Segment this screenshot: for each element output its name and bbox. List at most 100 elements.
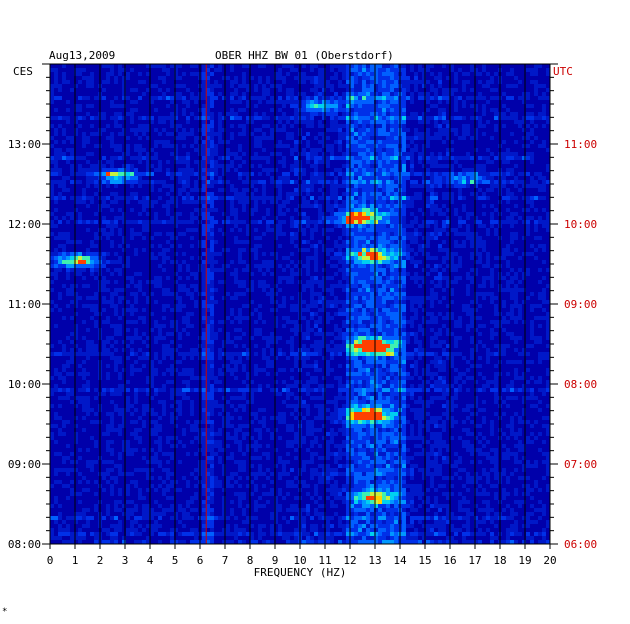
spectrogram-cell [446, 120, 450, 124]
spectrogram-cell [422, 172, 426, 176]
spectrogram-cell [390, 96, 394, 100]
spectrogram-cell [74, 264, 78, 268]
spectrogram-cell [382, 160, 386, 164]
spectrogram-cell [222, 140, 226, 144]
spectrogram-cell [274, 100, 278, 104]
spectrogram-cell [362, 200, 366, 204]
spectrogram-cell [242, 260, 246, 264]
spectrogram-cell [446, 248, 450, 252]
spectrogram-cell [402, 96, 406, 100]
spectrogram-cell [126, 244, 130, 248]
spectrogram-cell [178, 232, 182, 236]
spectrogram-cell [366, 232, 370, 236]
spectrogram-cell [130, 308, 134, 312]
spectrogram-cell [74, 312, 78, 316]
spectrogram-cell [522, 320, 526, 324]
spectrogram-cell [218, 252, 222, 256]
spectrogram-cell [370, 232, 374, 236]
spectrogram-cell [178, 288, 182, 292]
spectrogram-cell [350, 256, 354, 260]
spectrogram-cell [510, 236, 514, 240]
spectrogram-cell [338, 328, 342, 332]
spectrogram-cell [142, 200, 146, 204]
spectrogram-cell [334, 296, 338, 300]
spectrogram-cell [334, 124, 338, 128]
spectrogram-cell [410, 164, 414, 168]
spectrogram-cell [334, 112, 338, 116]
spectrogram-cell [354, 156, 358, 160]
spectrogram-cell [238, 108, 242, 112]
spectrogram-cell [494, 264, 498, 268]
spectrogram-cell [542, 184, 546, 188]
spectrogram-cell [94, 96, 98, 100]
spectrogram-cell [58, 124, 62, 128]
spectrogram-cell [386, 264, 390, 268]
spectrogram-cell [426, 128, 430, 132]
spectrogram-cell [438, 124, 442, 128]
spectrogram-cell [158, 76, 162, 80]
spectrogram-cell [174, 320, 178, 324]
spectrogram-cell [146, 128, 150, 132]
spectrogram-cell [262, 280, 266, 284]
spectrogram-cell [174, 92, 178, 96]
spectrogram-cell [210, 136, 214, 140]
spectrogram-cell [74, 68, 78, 72]
spectrogram-cell [270, 308, 274, 312]
spectrogram-cell [346, 112, 350, 116]
spectrogram-cell [90, 308, 94, 312]
spectrogram-cell [462, 84, 466, 88]
spectrogram-cell [82, 320, 86, 324]
spectrogram-cell [326, 172, 330, 176]
spectrogram-cell [242, 96, 246, 100]
spectrogram-cell [230, 296, 234, 300]
spectrogram-cell [430, 360, 434, 364]
spectrogram-cell [370, 188, 374, 192]
spectrogram-cell [382, 216, 386, 220]
spectrogram-cell [362, 348, 366, 352]
spectrogram-cell [458, 96, 462, 100]
spectrogram-cell [350, 112, 354, 116]
spectrogram-cell [134, 156, 138, 160]
spectrogram-cell [362, 188, 366, 192]
spectrogram-cell [510, 252, 514, 256]
spectrogram-cell [78, 264, 82, 268]
spectrogram-cell [194, 276, 198, 280]
spectrogram-cell [450, 176, 454, 180]
spectrogram-cell [130, 320, 134, 324]
spectrogram-cell [186, 192, 190, 196]
spectrogram-cell [230, 212, 234, 216]
spectrogram-cell [434, 76, 438, 80]
spectrogram-cell [174, 76, 178, 80]
spectrogram-cell [194, 228, 198, 232]
spectrogram-cell [302, 120, 306, 124]
spectrogram-cell [282, 116, 286, 120]
spectrogram-cell [290, 96, 294, 100]
spectrogram-cell [54, 156, 58, 160]
spectrogram-cell [330, 156, 334, 160]
spectrogram-cell [206, 248, 210, 252]
spectrogram-cell [314, 160, 318, 164]
spectrogram-cell [334, 64, 338, 68]
spectrogram-cell [434, 120, 438, 124]
spectrogram-cell [358, 172, 362, 176]
spectrogram-cell [102, 116, 106, 120]
spectrogram-cell [62, 152, 66, 156]
spectrogram-cell [434, 192, 438, 196]
spectrogram-cell [542, 260, 546, 264]
spectrogram-cell [74, 300, 78, 304]
spectrogram-cell [154, 64, 158, 68]
spectrogram-cell [458, 116, 462, 120]
spectrogram-cell [122, 164, 126, 168]
spectrogram-cell [74, 256, 78, 260]
spectrogram-cell [326, 128, 330, 132]
spectrogram-cell [134, 220, 138, 224]
spectrogram-cell [450, 140, 454, 144]
spectrogram-cell [342, 176, 346, 180]
spectrogram-cell [190, 112, 194, 116]
spectrogram-cell [390, 360, 394, 364]
spectrogram-cell [518, 156, 522, 160]
spectrogram-cell [502, 304, 506, 308]
spectrogram-cell [378, 304, 382, 308]
spectrogram-cell [166, 292, 170, 296]
spectrogram-cell [362, 316, 366, 320]
